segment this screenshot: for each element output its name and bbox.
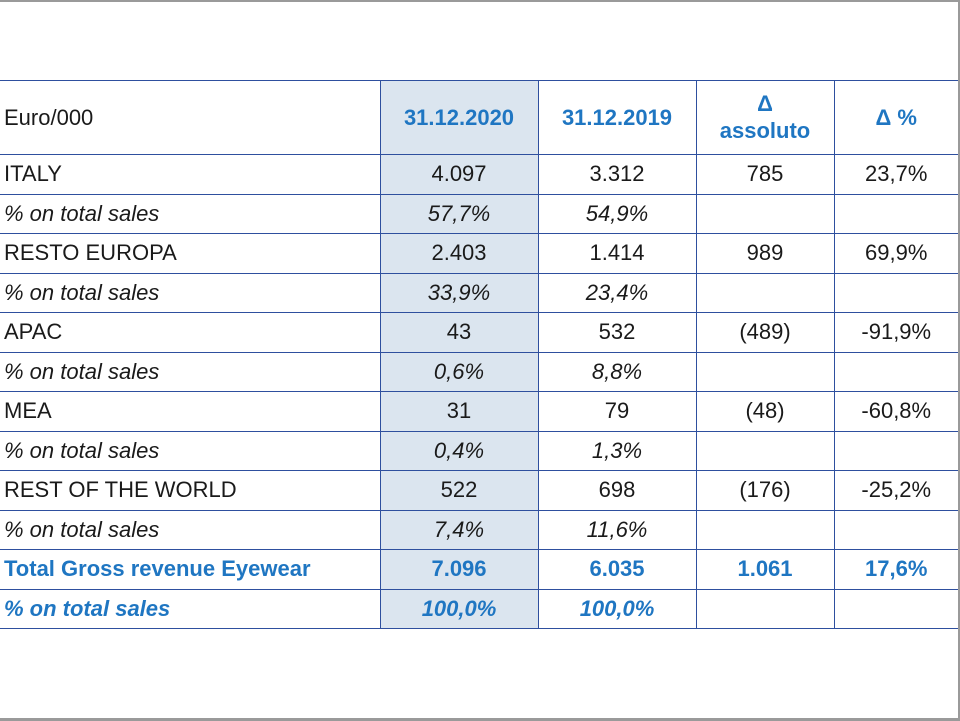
table-row: % on total sales 7,4% 11,6% [0,509,958,550]
row-label: % on total sales [0,351,381,392]
cell-2019: 698 [537,470,697,511]
table-row: % on total sales 0,6% 8,8% [0,351,958,392]
row-label: ITALY [0,154,381,195]
cell-2020: 0,6% [379,351,539,392]
delta-word: assoluto [719,117,811,143]
cell-2019: 54,9% [537,193,697,234]
table-row: APAC 43 532 (489) -91,9% [0,312,958,353]
total-delta-abs: 1.061 [695,549,835,590]
cell-delta-abs: 785 [695,154,835,195]
row-label: % on total sales [0,193,381,234]
header-delta-percent: Δ % [833,80,958,155]
table-row: ITALY 4.097 3.312 785 23,7% [0,154,958,195]
cell-2019: 532 [537,312,697,353]
cell-2019: 1,3% [537,430,697,471]
cell-delta-abs [695,272,835,313]
cell-delta-pct [833,588,958,629]
cell-delta-pct [833,193,958,234]
header-delta-absolute: Δ assoluto [695,80,835,155]
row-label: % on total sales [0,272,381,313]
cell-delta-pct [833,430,958,471]
cell-delta-abs: (48) [695,391,835,432]
cell-2020: 0,4% [379,430,539,471]
header-2020: 31.12.2020 [379,80,539,155]
cell-delta-pct [833,351,958,392]
cell-delta-pct: -60,8% [833,391,958,432]
cell-delta-pct: -25,2% [833,470,958,511]
cell-2020: 522 [379,470,539,511]
cell-2019: 8,8% [537,351,697,392]
gross-revenue-table: Euro/000 31.12.2020 31.12.2019 Δ assolut… [0,80,958,629]
cell-2020: 2.403 [379,233,539,274]
table-row: RESTO EUROPA 2.403 1.414 989 69,9% [0,233,958,274]
total-2020: 7.096 [379,549,539,590]
header-2019: 31.12.2019 [537,80,697,155]
cell-delta-abs [695,588,835,629]
cell-delta-abs [695,509,835,550]
cell-2019: 23,4% [537,272,697,313]
cell-2020: 43 [379,312,539,353]
table-row: % on total sales 33,9% 23,4% [0,272,958,313]
cell-delta-abs [695,193,835,234]
cell-2020: 100,0% [379,588,539,629]
cell-2020: 31 [379,391,539,432]
cell-delta-abs: 989 [695,233,835,274]
cell-delta-abs: (176) [695,470,835,511]
total-row: Total Gross revenue Eyewear 7.096 6.035 … [0,549,958,590]
cell-2020: 57,7% [379,193,539,234]
total-pct-row: % on total sales 100,0% 100,0% [0,588,958,629]
row-label: APAC [0,312,381,353]
total-label: Total Gross revenue Eyewear [0,549,381,590]
cell-2019: 11,6% [537,509,697,550]
cell-delta-pct: 69,9% [833,233,958,274]
row-label: REST OF THE WORLD [0,470,381,511]
cell-2020: 4.097 [379,154,539,195]
row-label: % on total sales [0,430,381,471]
row-label: % on total sales [0,509,381,550]
delta-symbol: Δ [757,91,773,117]
total-2019: 6.035 [537,549,697,590]
table-row: % on total sales 57,7% 54,9% [0,193,958,234]
cell-delta-pct: -91,9% [833,312,958,353]
cell-2020: 33,9% [379,272,539,313]
cell-2019: 100,0% [537,588,697,629]
cell-2019: 79 [537,391,697,432]
table-row: % on total sales 0,4% 1,3% [0,430,958,471]
cell-delta-abs [695,430,835,471]
cell-delta-abs: (489) [695,312,835,353]
cell-2020: 7,4% [379,509,539,550]
table-row: REST OF THE WORLD 522 698 (176) -25,2% [0,470,958,511]
row-label: MEA [0,391,381,432]
total-delta-pct: 17,6% [833,549,958,590]
header-label: Euro/000 [0,80,381,155]
table-header-row: Euro/000 31.12.2020 31.12.2019 Δ assolut… [0,80,958,155]
cell-delta-pct: 23,7% [833,154,958,195]
cell-delta-pct [833,509,958,550]
row-label: RESTO EUROPA [0,233,381,274]
row-label: % on total sales [0,588,381,629]
table-row: MEA 31 79 (48) -60,8% [0,391,958,432]
cell-delta-abs [695,351,835,392]
cell-delta-pct [833,272,958,313]
cell-2019: 3.312 [537,154,697,195]
cell-2019: 1.414 [537,233,697,274]
